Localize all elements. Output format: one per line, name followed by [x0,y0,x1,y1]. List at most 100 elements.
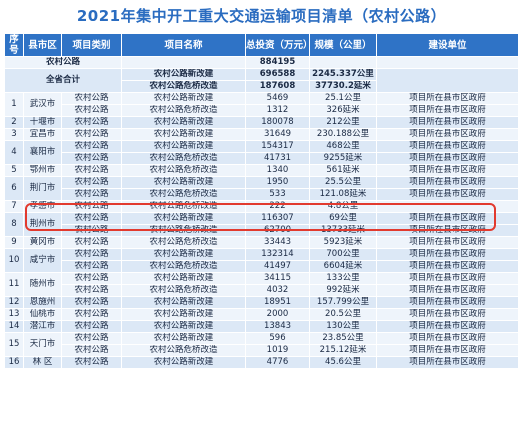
table-row: 10 咸宁市 农村公路 农村公路新改建 132314 700公里 项目所在县市区政府 [4,248,519,273]
row-category: 农村公路 [61,104,122,117]
row-project-name: 农村公路危桥改造 [121,344,246,357]
row-no: 15 [4,332,24,357]
row-unit: 项目所在县市区政府 [376,284,519,297]
row-investment: 18951 [245,296,310,309]
row-unit: 项目所在县市区政府 [376,320,519,333]
row-category: 农村公路 [61,92,122,105]
row-unit: 项目所在县市区政府 [376,140,519,153]
row-unit: 项目所在县市区政府 [376,128,519,141]
row-scale: 6604延米 [309,260,377,273]
row-county: 随州市 [23,272,62,297]
table-row: 农村公路 农村公路危桥改造 41731 9255延米 项目所在县市区政府 [5,152,519,165]
row-project-name: 农村公路新改建 [121,296,246,309]
row-category: 农村公路 [61,200,122,213]
row-investment: 1950 [245,176,310,189]
table-row: 农村公路 农村公路危桥改造 533 121.08延米 项目所在县市区政府 [5,188,519,201]
row-project-name: 农村公路危桥改造 [121,152,246,165]
row-scale: 212公里 [309,116,377,129]
summary-province-label: 全省合计 [4,68,122,93]
table-row: 农村公路 农村公路危桥改造 1019 215.12延米 项目所在县市区政府 [5,344,519,357]
row-project-name: 农村公路新改建 [121,320,246,333]
row-investment: 116307 [245,212,310,225]
summary-unit-empty [376,68,519,93]
row-county: 恩施州 [23,296,62,309]
row-investment: 34115 [245,272,310,285]
row-category: 农村公路 [61,140,122,153]
row-unit: 项目所在县市区政府 [376,344,519,357]
row-no: 13 [4,308,24,321]
row-county: 宜昌市 [23,128,62,141]
row-project-name: 农村公路危桥改造 [121,236,246,249]
row-category: 农村公路 [61,320,122,333]
row-investment: 154317 [245,140,310,153]
row-unit: 项目所在县市区政府 [376,104,519,117]
row-scale: 20.5公里 [309,308,377,321]
row-project-name: 农村公路新改建 [121,272,246,285]
summary-rural-scale-empty [309,56,377,69]
row-scale: 326延米 [309,104,377,117]
table-row: 14 潜江市 农村公路 农村公路新改建 13843 130公里 项目所在县市区政府 [4,320,519,333]
row-scale: 561延米 [309,164,377,177]
row-unit: 项目所在县市区政府 [376,296,519,309]
row-scale: 468公里 [309,140,377,153]
table-row: 2 十堰市 农村公路 农村公路新改建 180078 212公里 项目所在县市区政府 [4,116,519,129]
row-scale: 700公里 [309,248,377,261]
row-investment: 13843 [245,320,310,333]
row-county: 襄阳市 [23,140,62,165]
row-scale: 4.8公里 [309,200,377,213]
row-county: 孝感市 [23,200,62,213]
row-scale: 23.85公里 [309,332,377,345]
row-no: 11 [4,272,24,297]
row-unit: 项目所在县市区政府 [376,332,519,345]
row-project-name: 农村公路新改建 [121,128,246,141]
row-project-name: 农村公路新改建 [121,92,246,105]
row-project-name: 农村公路新改建 [121,248,246,261]
table-row: 农村公路 农村公路危桥改造 41497 6604延米 项目所在县市区政府 [5,260,519,273]
row-no: 5 [4,164,24,177]
row-investment: 41731 [245,152,310,165]
table-row: 13 仙桃市 农村公路 农村公路新改建 2000 20.5公里 项目所在县市区政府 [4,308,519,321]
row-category: 农村公路 [61,356,122,369]
header-county: 县市区 [23,33,62,57]
row-investment: 596 [245,332,310,345]
row-project-name: 农村公路危桥改造 [121,164,246,177]
row-category: 农村公路 [61,296,122,309]
row-scale: 157.799公里 [309,296,377,309]
row-scale: 25.5公里 [309,176,377,189]
row-county: 十堰市 [23,116,62,129]
summary-row2-scale: 37730.2延米 [309,80,377,93]
row-investment: 33443 [245,236,310,249]
table-row: 4 襄阳市 农村公路 农村公路新改建 154317 468公里 项目所在县市区政府 [4,140,519,165]
row-investment: 62700 [245,224,310,237]
row-scale: 992延米 [309,284,377,297]
table-row: 农村公路 农村公路危桥改造 62700 13733延米 项目所在县市区政府 [5,224,519,237]
row-investment: 31649 [245,128,310,141]
summary-rural-empty [121,56,246,69]
row-unit: 项目所在县市区政府 [376,116,519,129]
row-unit: 项目所在县市区政府 [376,308,519,321]
row-category: 农村公路 [61,116,122,129]
row-unit: 项目所在县市区政府 [376,212,519,225]
row-project-name: 农村公路危桥改造 [121,260,246,273]
row-county: 荆门市 [23,176,62,201]
row-scale: 25.1公里 [309,92,377,105]
table-row: 6 荆门市 农村公路 农村公路新改建 1950 25.5公里 项目所在县市区政府 [4,176,519,201]
table-row: 7 孝感市 农村公路 农村公路危桥改造 222 4.8公里 [4,200,519,213]
row-category: 农村公路 [61,272,122,285]
table-row: 16 林 区农村公路 农村公路新改建 4776 45.6公里 项目所在县市区政府 [4,356,519,369]
row-category: 农村公路 [61,176,122,189]
row-unit [376,200,519,213]
row-scale: 69公里 [309,212,377,225]
row-category: 农村公路 [61,344,122,357]
row-unit: 项目所在县市区政府 [376,272,519,285]
row-scale: 130公里 [309,320,377,333]
row-scale: 9255延米 [309,152,377,165]
header-category: 项目类别 [61,33,122,57]
row-category: 农村公路 [61,236,122,249]
summary-rural-total: 884195 [245,56,310,69]
summary-row2-investment: 187608 [245,80,310,93]
table-row: 15 天门市 农村公路 农村公路新改建 596 23.85公里 项目所在县市区政府 [4,332,519,357]
row-unit: 项目所在县市区政府 [376,260,519,273]
row-investment: 222 [245,200,310,213]
page-title: 2021年集中开工重大交通运输项目清单（农村公路） [76,7,447,25]
